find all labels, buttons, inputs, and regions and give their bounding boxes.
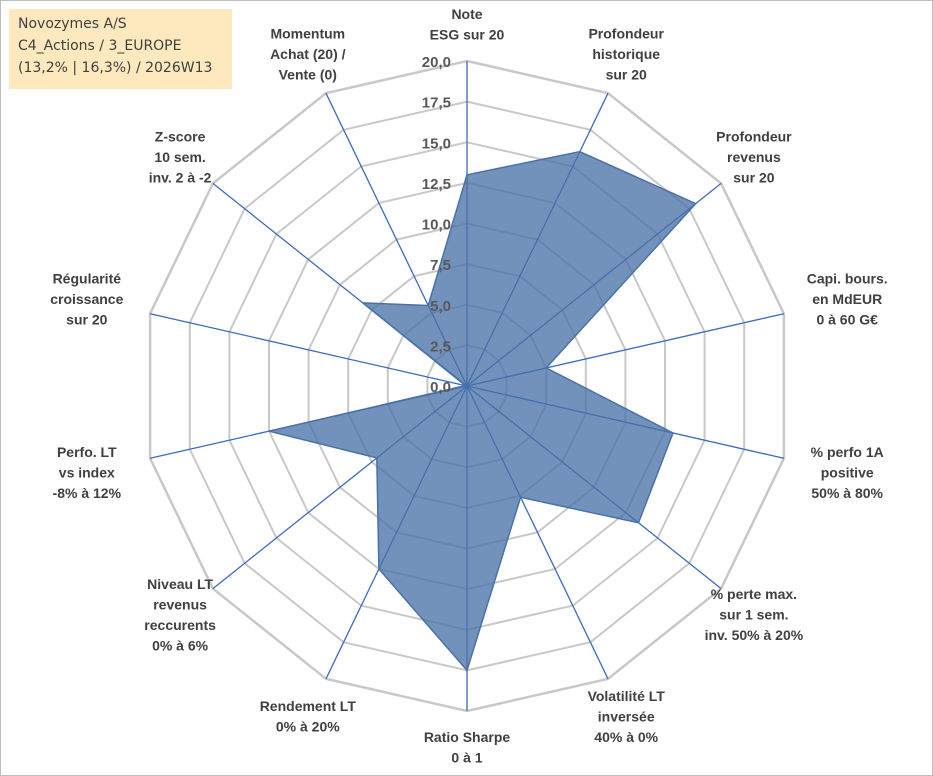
axis-label: Note ESG sur 20 (430, 6, 505, 43)
axis-label-line: % perfo 1A (811, 444, 884, 460)
axis-label-line: Achat (20) / (270, 46, 346, 62)
axis-label-line: 0 à 60 G€ (816, 312, 878, 328)
axis-label-line: positive (821, 465, 874, 481)
axis-label-line: reccurents (144, 617, 216, 633)
axis-label-line: revenus (153, 596, 207, 612)
tick-label: 5,0 (430, 298, 451, 315)
axis-label-line: revenus (727, 149, 781, 165)
axis-label-line: Profondeur (716, 128, 792, 144)
axis-label-line: inversée (598, 708, 655, 724)
tick-label: 2,5 (430, 338, 451, 355)
axis-label-line: Perfo. LT (57, 444, 117, 460)
axis-label: Rendement LT 0% à 20% (260, 698, 357, 735)
axis-label-line: Vente (0) (279, 67, 337, 83)
axis-label-line: Profondeur (588, 26, 664, 42)
axis-spoke (149, 313, 468, 387)
axis-label-line: Volatilité LT (588, 688, 666, 704)
axis-label-line: 0 à 1 (451, 750, 482, 766)
axis-label-line: Capi. bours. (807, 271, 888, 287)
axis-label-line: Ratio Sharpe (424, 729, 511, 745)
axis-label-line: sur 20 (606, 67, 647, 83)
info-box: Novozymes A/S C4_Actions / 3_EUROPE (13,… (9, 9, 232, 89)
axis-label-line: Rendement LT (260, 698, 357, 714)
axis-label-line: % perte max. (711, 586, 797, 602)
axis-label-line: Note (451, 6, 482, 22)
tick-label: 15,0 (422, 135, 451, 152)
axis-label-line: inv. 50% à 20% (705, 627, 804, 643)
axis-label-line: sur 20 (66, 312, 107, 328)
axis-label-line: sur 1 sem. (719, 607, 788, 623)
stats-label: (13,2% | 16,3%) / 2026W13 (18, 60, 213, 76)
axis-label-line: en MdEUR (812, 291, 882, 307)
tick-layer: 0,0 2,5 5,0 7,5 10,0 12,5 15,0 17,5 20,0 (422, 54, 451, 396)
axis-label-line: Momentum (270, 26, 345, 42)
axis-label: % perte max. sur 1 sem. inv. 50% à 20% (705, 586, 804, 643)
axis-label-line: ESG sur 20 (430, 27, 505, 43)
tick-label: 10,0 (422, 217, 451, 234)
axis-label-line: 0% à 6% (152, 637, 209, 653)
series-area (268, 150, 697, 672)
axis-label-layer: Note ESG sur 20 Profondeur historique sur 20… (50, 6, 887, 766)
axis-label: Niveau LT revenus reccurents 0% à 6% (144, 576, 216, 654)
tick-label: 12,5 (422, 176, 451, 193)
axis-label: Perfo. LT vs index -8% à 12% (53, 444, 122, 501)
axis-label-line: 40% à 0% (594, 729, 658, 745)
axis-label: Z-score 10 sem. inv. 2 à -2 (149, 128, 212, 185)
data-layer (268, 150, 697, 672)
axis-label-line: inv. 2 à -2 (149, 169, 212, 185)
axis-label-line: 50% à 80% (811, 485, 883, 501)
axis-label-line: Z-score (155, 128, 206, 144)
axis-label-line: Régularité (53, 271, 122, 287)
tick-label: 7,5 (430, 257, 451, 274)
axis-label: Capi. bours. en MdEUR 0 à 60 G€ (807, 271, 888, 328)
axis-label-line: historique (592, 46, 660, 62)
axis-label-line: sur 20 (733, 169, 774, 185)
axis-label-line: Niveau LT (147, 576, 213, 592)
tick-label: 0,0 (430, 379, 451, 396)
axis-label: Volatilité LT inversée 40% à 0% (588, 688, 666, 745)
axis-label: Profondeur revenus sur 20 (716, 128, 792, 185)
axis-label: Profondeur historique sur 20 (588, 26, 664, 83)
axis-label-line: -8% à 12% (53, 485, 122, 501)
axis-label-line: 10 sem. (154, 149, 205, 165)
axis-label-line: vs index (59, 465, 115, 481)
company-name: Novozymes A/S (18, 16, 127, 32)
tick-label: 20,0 (422, 54, 451, 71)
axis-label-line: croissance (50, 291, 123, 307)
axis-label: % perfo 1A positive 50% à 80% (811, 444, 884, 501)
axis-label: Ratio Sharpe 0 à 1 (424, 729, 511, 766)
portfolio-label: C4_Actions / 3_EUROPE (18, 38, 182, 54)
axis-label-line: 0% à 20% (276, 719, 340, 735)
tick-label: 17,5 (422, 95, 451, 112)
axis-label: Régularité croissance sur 20 (50, 271, 123, 328)
axis-label: Momentum Achat (20) / Vente (0) (270, 26, 346, 83)
